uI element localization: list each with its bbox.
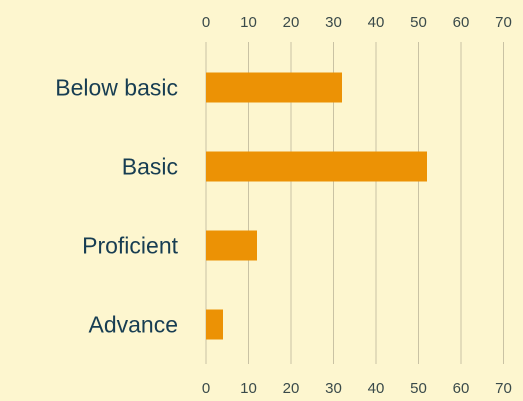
bar: [206, 309, 223, 340]
x-tick-label-bottom: 30: [325, 380, 342, 397]
x-tick-label-bottom: 10: [240, 380, 257, 397]
x-axis-top-ticks: 0 10 20 30 40 50 60 70: [202, 14, 512, 31]
category-label: Basic: [122, 154, 178, 180]
category-labels: Below basic Basic Proficient Advance: [55, 75, 178, 338]
x-tick-label-bottom: 70: [495, 380, 512, 397]
bar: [206, 151, 427, 182]
category-label: Proficient: [82, 233, 178, 259]
x-tick-label-top: 70: [495, 14, 512, 31]
x-tick-label-bottom: 50: [410, 380, 427, 397]
x-tick-label-top: 20: [283, 14, 300, 31]
x-axis-bottom-ticks: 0 10 20 30 40 50 60 70: [202, 380, 512, 397]
x-tick-label-top: 30: [325, 14, 342, 31]
bar: [206, 230, 257, 261]
x-tick-label-top: 10: [240, 14, 257, 31]
category-label: Advance: [88, 312, 178, 338]
category-label: Below basic: [55, 75, 178, 101]
x-tick-label-bottom: 60: [453, 380, 470, 397]
bars: [206, 72, 427, 340]
x-tick-label-bottom: 40: [368, 380, 385, 397]
x-tick-label-top: 50: [410, 14, 427, 31]
x-tick-label-bottom: 20: [283, 380, 300, 397]
bar: [206, 72, 342, 103]
x-tick-label-top: 40: [368, 14, 385, 31]
x-tick-label-top: 0: [202, 14, 210, 31]
x-tick-label-bottom: 0: [202, 380, 210, 397]
x-tick-label-top: 60: [453, 14, 470, 31]
